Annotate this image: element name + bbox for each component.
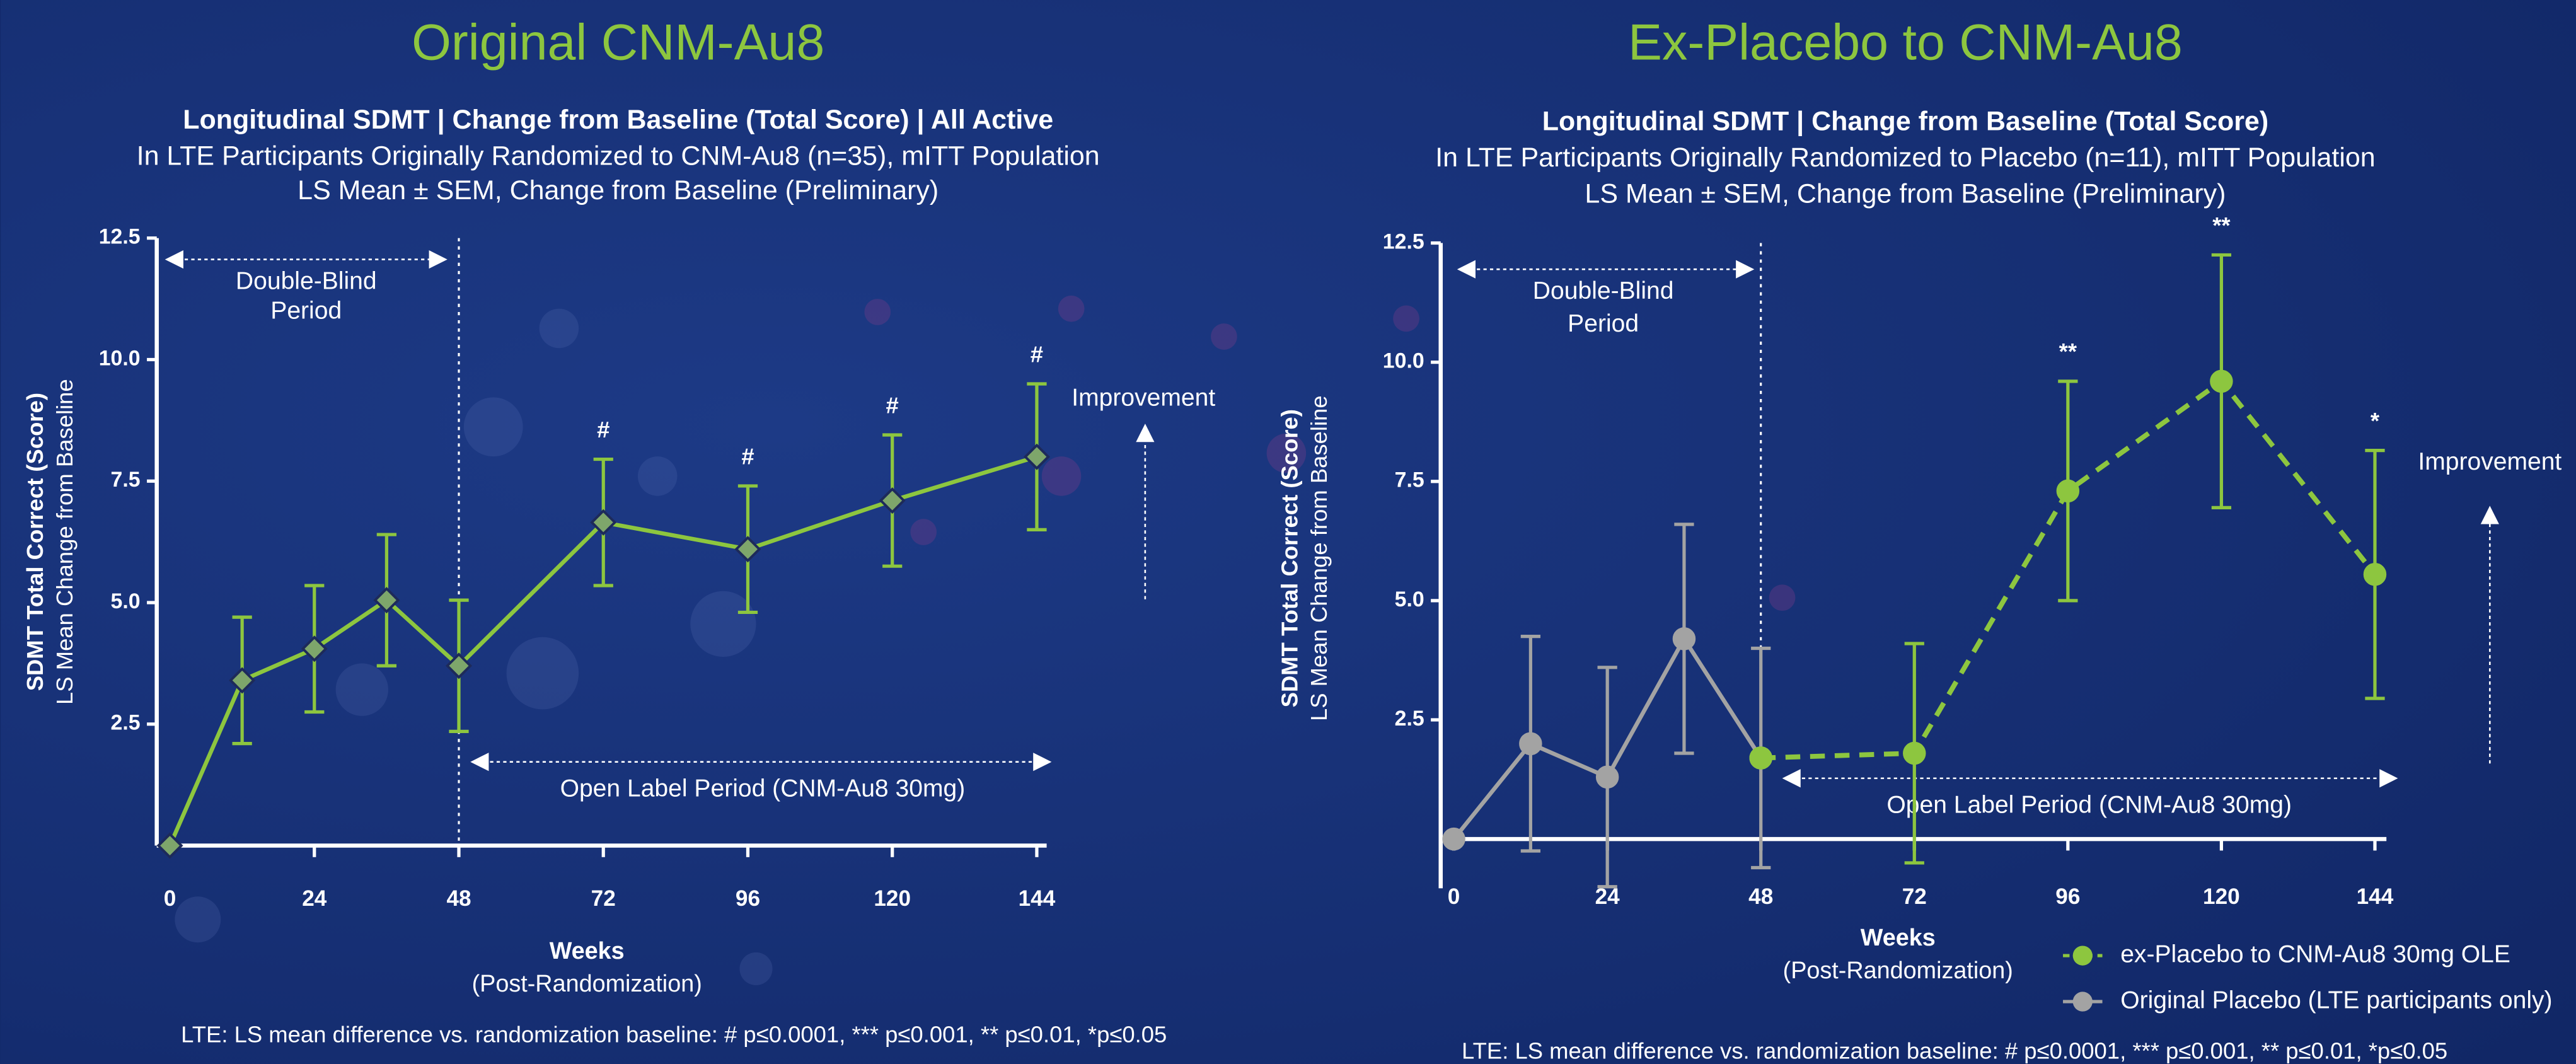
double-blind-label: Period <box>270 297 342 324</box>
significance-marker: # <box>1031 341 1043 367</box>
x-tick-label: 96 <box>736 886 760 911</box>
x-tick-label: 72 <box>591 886 616 911</box>
chart-subtitle: Longitudinal SDMT | Change from Baseline… <box>1542 107 2268 137</box>
arrow-head <box>2379 769 2398 788</box>
data-point <box>734 536 761 563</box>
y-axis-label: LS Mean Change from Baseline <box>52 379 78 705</box>
decoration <box>864 295 1796 611</box>
significance-marker: # <box>886 392 899 418</box>
data-point <box>229 667 256 694</box>
x-tick-label: 24 <box>302 886 327 911</box>
significance-marker: # <box>597 417 609 442</box>
open-label-text: Open Label Period (CNM-Au8 30mg) <box>560 775 966 802</box>
x-tick-label: 144 <box>2357 884 2394 909</box>
data-point <box>1672 627 1696 651</box>
data-point <box>1442 827 1465 851</box>
double-blind-label: Double-Blind <box>236 267 377 294</box>
legend-swatch <box>2072 945 2093 966</box>
legend-label: Original Placebo (LTE participants only) <box>2120 986 2552 1014</box>
arrow-head <box>2480 506 2499 524</box>
y-tick-label: 2.5 <box>1395 707 1424 731</box>
significance-marker: # <box>741 443 754 469</box>
x-tick-label: 96 <box>2055 884 2080 909</box>
y-tick-label: 12.5 <box>1383 229 1424 253</box>
arrow-head <box>165 250 183 269</box>
x-tick-label: 72 <box>1902 884 1927 909</box>
arrow-head <box>1136 424 1155 442</box>
arrow-head <box>1736 260 1755 279</box>
data-point <box>2056 479 2080 503</box>
data-point <box>446 652 473 679</box>
data-point <box>1519 732 1542 756</box>
chart-subtitle: In LTE Participants Originally Randomize… <box>137 141 1100 171</box>
arrow-head <box>470 753 489 772</box>
data-point <box>373 587 400 614</box>
chart-subtitle: LS Mean ± SEM, Change from Baseline (Pre… <box>297 175 939 205</box>
y-axis-label: LS Mean Change from Baseline <box>1306 395 1332 721</box>
x-tick-label: 120 <box>874 886 911 911</box>
x-tick-label: 48 <box>1748 884 1773 909</box>
chart-title: Original CNM-Au8 <box>412 14 824 71</box>
y-tick-label: 10.0 <box>1383 349 1424 373</box>
legend-swatch <box>2072 992 2093 1012</box>
y-tick-label: 12.5 <box>99 225 141 249</box>
y-tick-label: 5.0 <box>1395 587 1424 611</box>
significance-marker: * <box>2371 408 2380 434</box>
y-tick-label: 7.5 <box>111 468 141 492</box>
significance-marker: ** <box>2059 338 2077 364</box>
y-axis-label: SDMT Total Correct (Score) <box>1276 409 1302 707</box>
data-point <box>1595 765 1619 789</box>
x-tick-label: 0 <box>1448 884 1460 909</box>
improvement-label: Improvement <box>2418 448 2562 475</box>
x-tick-label: 0 <box>164 886 176 911</box>
data-point <box>590 509 617 536</box>
x-tick-label: 120 <box>2203 884 2240 909</box>
chart: Ex-Placebo to CNM-Au8 Longitudinal SDMT |… <box>1276 14 2562 1063</box>
x-axis-label: Weeks <box>550 938 625 964</box>
y-tick-label: 10.0 <box>99 346 141 370</box>
x-tick-label: 48 <box>446 886 471 911</box>
data-point <box>1749 746 1772 770</box>
y-tick-label: 5.0 <box>111 589 141 613</box>
data-point <box>879 487 906 514</box>
y-tick-label: 2.5 <box>111 711 141 735</box>
chart: Original CNM-Au8 Longitudinal SDMT | Chan… <box>22 14 1215 1047</box>
footnote: LTE: LS mean difference vs. randomizatio… <box>181 1021 1167 1047</box>
data-point <box>1023 443 1050 470</box>
footnote: LTE: LS mean difference vs. randomizatio… <box>1462 1038 2447 1063</box>
chart-subtitle: Longitudinal SDMT | Change from Baseline… <box>183 105 1053 135</box>
y-tick-label: 7.5 <box>1395 468 1424 492</box>
significance-marker: ** <box>2212 212 2231 238</box>
x-tick-label: 144 <box>1019 886 1056 911</box>
double-blind-label: Double-Blind <box>1533 277 1674 304</box>
improvement-label: Improvement <box>1071 384 1215 411</box>
x-axis-label: Weeks <box>1861 925 1936 951</box>
x-tick-label: 24 <box>1595 884 1620 909</box>
chart-subtitle: In LTE Participants Originally Randomize… <box>1435 142 2376 173</box>
data-point <box>156 832 183 859</box>
data-point <box>301 635 328 662</box>
chart-title: Ex-Placebo to CNM-Au8 <box>1628 14 2183 71</box>
chart-subtitle: LS Mean ± SEM, Change from Baseline (Pre… <box>1585 178 2226 209</box>
x-axis-label: (Post-Randomization) <box>1783 957 2013 984</box>
arrow-head <box>1782 769 1801 788</box>
arrow-head <box>1033 753 1052 772</box>
open-label-text: Open Label Period (CNM-Au8 30mg) <box>1886 791 2292 818</box>
legend-label: ex-Placebo to CNM-Au8 30mg OLE <box>2120 940 2510 968</box>
data-point <box>2363 563 2387 586</box>
decoration <box>175 308 773 985</box>
double-blind-label: Period <box>1568 310 1639 337</box>
data-point <box>2210 369 2233 393</box>
data-point <box>1903 741 1926 765</box>
y-axis-label: SDMT Total Correct (Score) <box>22 393 48 691</box>
x-axis-label: (Post-Randomization) <box>472 971 702 997</box>
arrow-head <box>429 250 448 269</box>
arrow-head <box>1457 260 1476 279</box>
